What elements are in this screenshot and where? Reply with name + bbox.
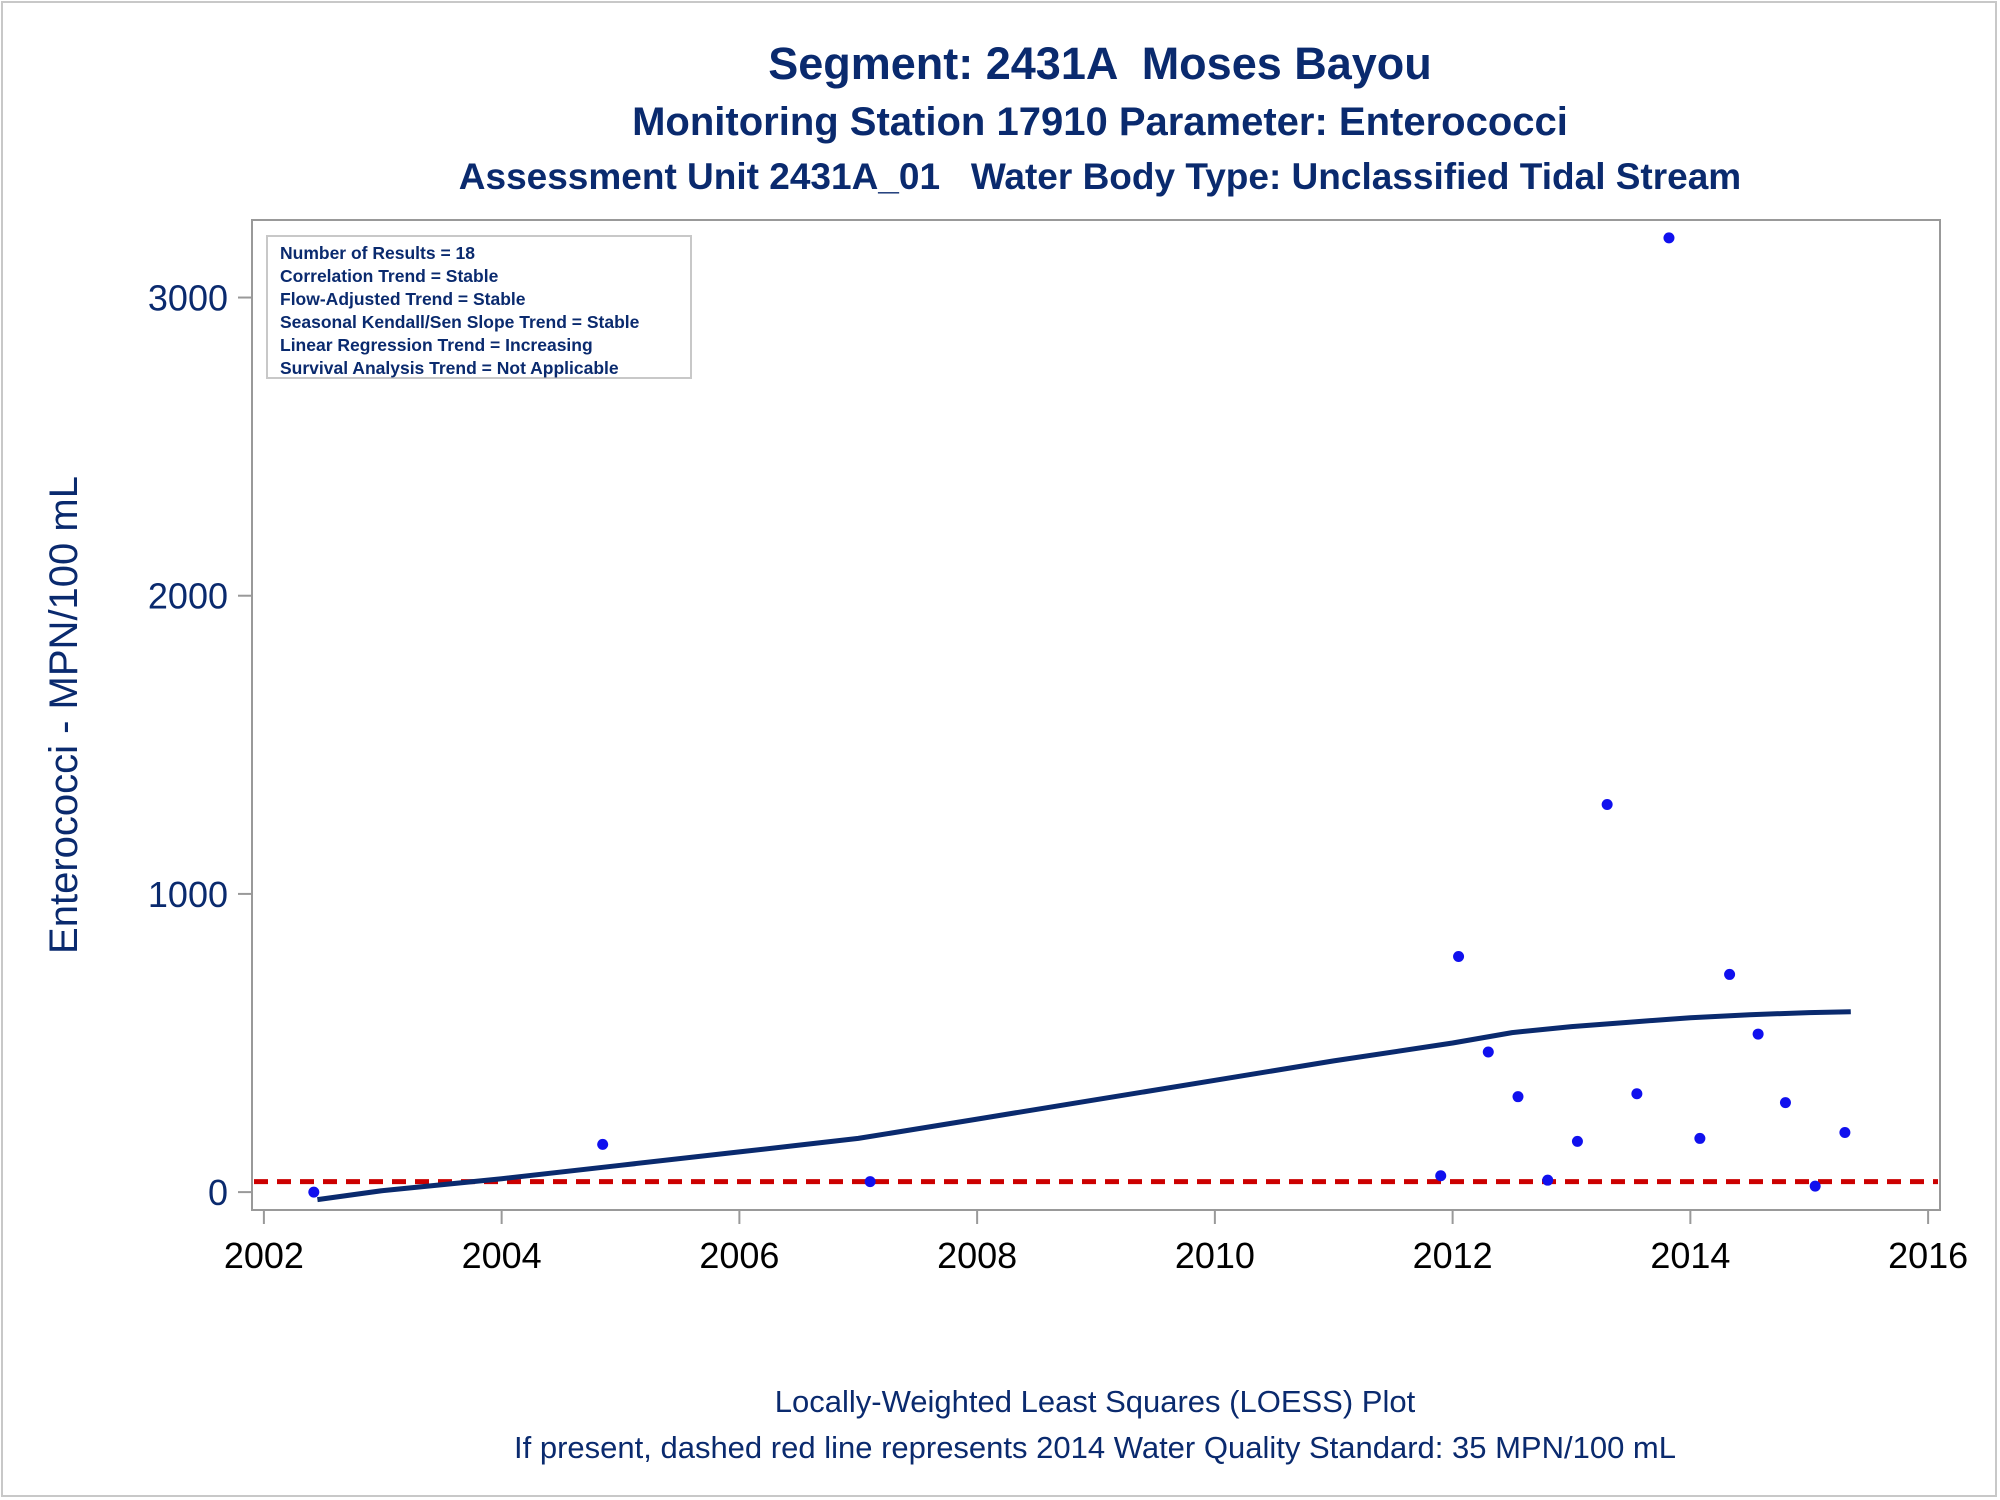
- data-point: [864, 1176, 876, 1188]
- y-axis-label-group: Enterococci - MPN/100 mL: [42, 476, 86, 954]
- data-point: [1453, 951, 1465, 963]
- footnote-loess: Locally-Weighted Least Squares (LOESS) P…: [774, 1384, 1416, 1419]
- stats-legend: Number of Results = 18 Correlation Trend …: [266, 235, 692, 379]
- data-point: [597, 1138, 609, 1150]
- stats-legend-line: Correlation Trend = Stable: [280, 266, 499, 286]
- data-point: [1724, 968, 1736, 980]
- stats-legend-line: Survival Analysis Trend = Not Applicable: [280, 358, 619, 378]
- axes: 2002 2004 2006 2008 2010 2012 2014 2016 0 1000 200…: [148, 278, 1968, 1276]
- stats-legend-line: Flow-Adjusted Trend = Stable: [280, 289, 526, 309]
- stats-legend-line: Number of Results = 18: [280, 243, 475, 263]
- stats-legend-line: Seasonal Kendall/Sen Slope Trend = Stabl…: [280, 312, 640, 332]
- data-point: [1571, 1135, 1583, 1147]
- x-tick-label: 2010: [1175, 1235, 1255, 1276]
- x-tick-label: 2002: [224, 1235, 304, 1276]
- plot-frame: [251, 219, 1941, 1211]
- data-point: [1663, 232, 1675, 244]
- stats-legend-box: [266, 235, 692, 379]
- chart-subtitle-assessment: Assessment Unit 2431A_01 Water Body Type…: [458, 156, 1742, 197]
- chart-subtitle-station: Monitoring Station 17910 Parameter: Ente…: [632, 100, 1568, 144]
- x-tick-label: 2016: [1888, 1235, 1968, 1276]
- data-point: [1839, 1126, 1851, 1138]
- y-tick-label: 0: [208, 1172, 228, 1213]
- x-tick-label: 2012: [1413, 1235, 1493, 1276]
- data-point: [1809, 1180, 1821, 1192]
- data-point: [1435, 1170, 1447, 1182]
- chart-title: Segment: 2431A Moses Bayou: [768, 38, 1432, 89]
- stats-legend-line: Linear Regression Trend = Increasing: [280, 335, 593, 355]
- footnote-standard: If present, dashed red line represents 2…: [514, 1430, 1676, 1465]
- data-point: [1631, 1088, 1643, 1100]
- data-point: [1512, 1091, 1524, 1103]
- x-tick-label: 2008: [937, 1235, 1017, 1276]
- data-point: [308, 1186, 320, 1198]
- x-tick-label: 2014: [1650, 1235, 1730, 1276]
- data-point: [1542, 1174, 1554, 1186]
- series-layer: [254, 232, 1938, 1203]
- loess-line: [317, 1009, 1851, 1203]
- data-point: [1482, 1046, 1494, 1058]
- x-tick-label: 2004: [462, 1235, 542, 1276]
- data-point: [1752, 1028, 1764, 1040]
- x-tick-label: 2006: [699, 1235, 779, 1276]
- y-axis-label: Enterococci - MPN/100 mL: [42, 476, 86, 954]
- y-tick-label: 3000: [148, 278, 228, 319]
- data-point: [1601, 798, 1613, 810]
- data-point: [1779, 1097, 1791, 1109]
- data-point: [1694, 1132, 1706, 1144]
- y-tick-label: 1000: [148, 874, 228, 915]
- y-tick-label: 2000: [148, 576, 228, 617]
